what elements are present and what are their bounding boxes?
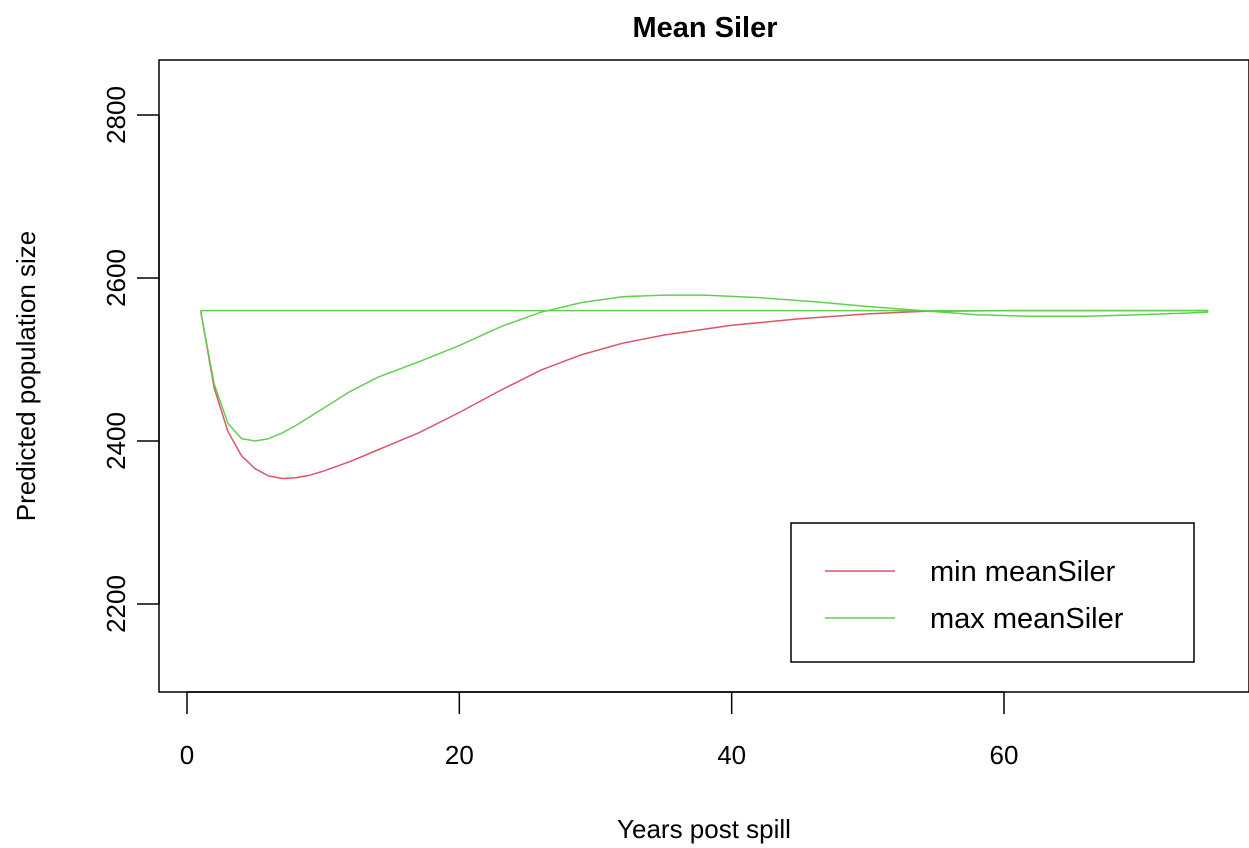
x-axis-label: Years post spill bbox=[617, 814, 791, 844]
x-tick-label: 0 bbox=[180, 740, 194, 770]
x-axis: 0 20 40 60 bbox=[180, 691, 1019, 770]
legend-label-max-meanSiler: max meanSiler bbox=[930, 603, 1124, 635]
series-layer bbox=[199, 294, 1209, 480]
y-tick-label: 2800 bbox=[101, 86, 131, 144]
chart-title: Mean Siler bbox=[632, 12, 777, 44]
y-axis: 2200 2400 2600 2800 bbox=[101, 86, 160, 633]
legend-box bbox=[790, 522, 1195, 663]
y-tick-label: 2200 bbox=[101, 575, 131, 633]
legend: min meanSiler max meanSiler bbox=[790, 522, 1195, 663]
x-tick-label: 20 bbox=[445, 740, 474, 770]
y-tick-label: 2400 bbox=[101, 412, 131, 470]
series-line-min-meanSiler bbox=[199, 309, 1209, 480]
legend-label-min-meanSiler: min meanSiler bbox=[930, 556, 1116, 588]
series-line-max-meanSiler bbox=[199, 294, 1209, 442]
x-tick-label: 60 bbox=[990, 740, 1019, 770]
y-tick-label: 2600 bbox=[101, 249, 131, 307]
y-axis-label: Predicted population size bbox=[11, 231, 41, 522]
x-tick-label: 40 bbox=[717, 740, 746, 770]
